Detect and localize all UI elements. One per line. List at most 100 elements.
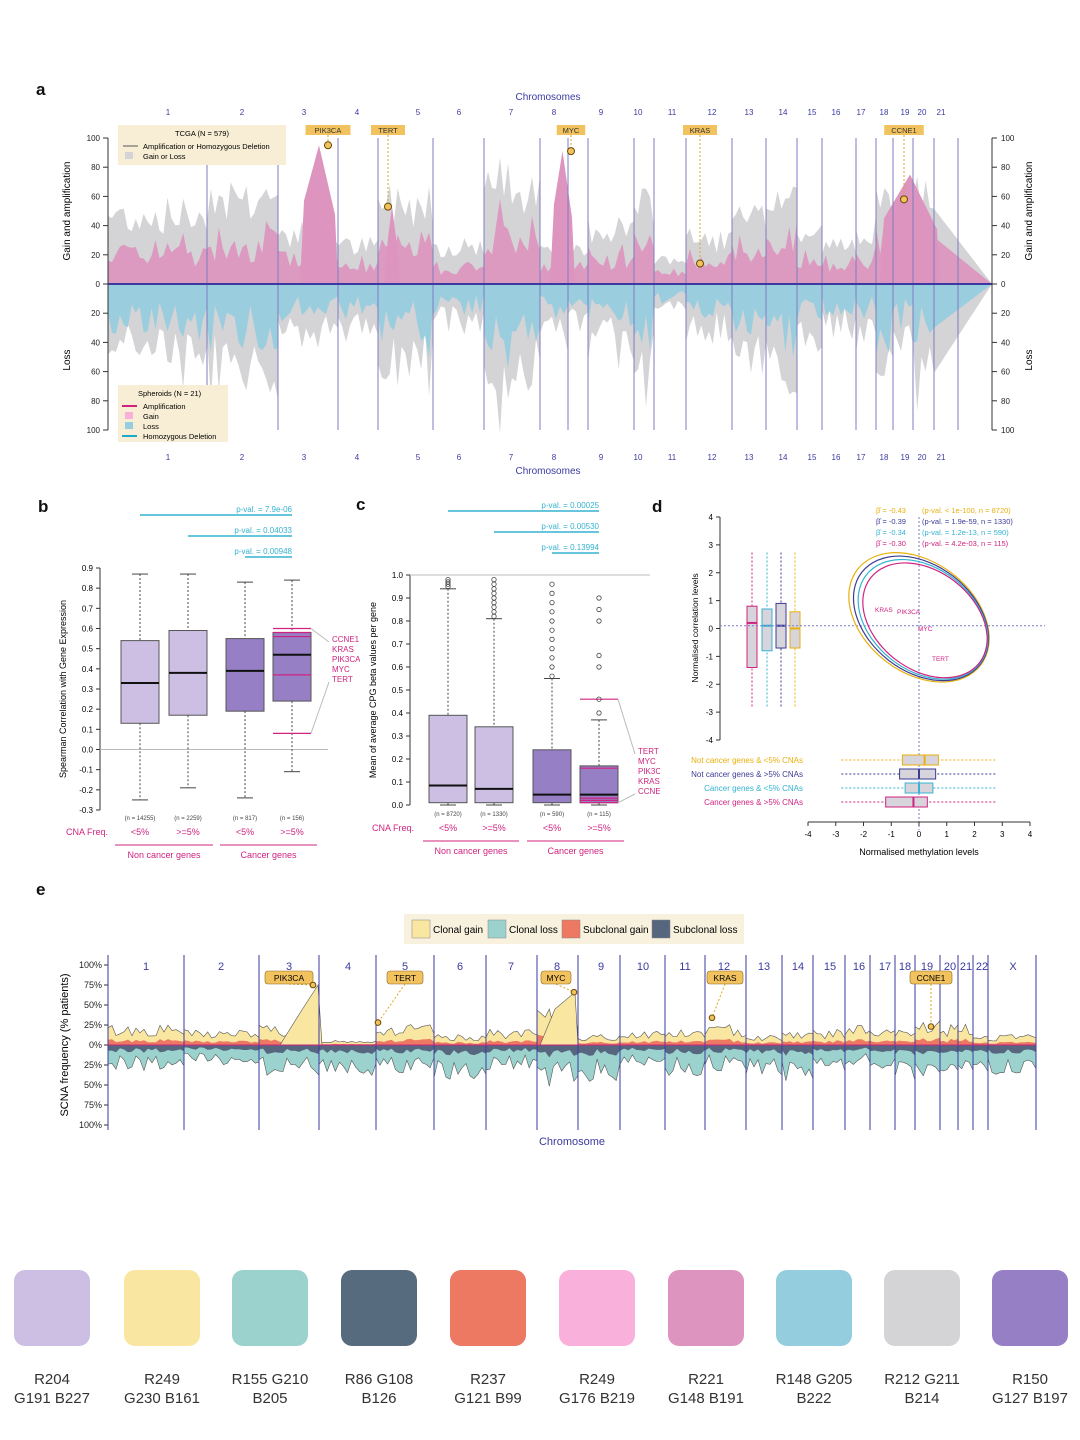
swatch-label-line-2: G121 B99 [454, 1390, 522, 1407]
chromosome-label: 21 [960, 961, 972, 973]
chromosome-label: 15 [808, 108, 817, 117]
gene-tag [683, 125, 717, 135]
pval-label: p-val. = 7.9e-06 [236, 505, 292, 514]
y-tick-label: 0.0 [82, 746, 94, 755]
color-swatch [884, 1270, 960, 1346]
gene-connector [310, 628, 330, 643]
confidence-ellipse [848, 552, 990, 683]
chromosome-label: 16 [832, 108, 841, 117]
y-tick-label: 40 [91, 222, 100, 231]
y-tick-label: 0 [96, 280, 101, 289]
pval-label: p-val. = 0.04033 [234, 526, 292, 535]
outlier-point [596, 664, 602, 670]
x-tick-label: 0 [917, 830, 922, 839]
gain-peak [384, 206, 400, 284]
chromosome-label: 6 [457, 961, 463, 973]
y-tick-label: 0.4 [82, 665, 94, 674]
series-label: Not cancer genes & <5% CNAs [691, 756, 803, 765]
gene-label: TERT [332, 675, 353, 684]
beta-label: β̂ = -0.34 [876, 528, 906, 537]
outlier-point [549, 636, 555, 642]
gene-tag-label: TERT [378, 126, 398, 135]
gene-tag [884, 125, 924, 135]
chromosome-label: 8 [554, 961, 560, 973]
gene-point [708, 1014, 716, 1022]
y-tick-label: 0% [89, 1040, 102, 1050]
gene-tag [305, 125, 351, 135]
group-label: Non cancer genes [127, 850, 201, 860]
box [579, 765, 619, 804]
y-tick-label: 75% [84, 1100, 102, 1110]
color-swatch [14, 1270, 90, 1346]
swatch-label-line-1: R148 G205 [775, 1371, 853, 1388]
n-label: (n = 8720) [434, 812, 462, 818]
color-swatch-label: R249 G230 B161 [102, 1370, 222, 1408]
outlier-point [549, 627, 555, 633]
stat-label: (p-val. = 1.9e-59, n = 1330) [922, 517, 1013, 526]
stat-label: (p-val. = 4.2e-03, n = 115) [922, 539, 1009, 548]
legend-tcga-box [118, 125, 286, 165]
cna-freq-label: <5% [236, 827, 254, 837]
outlier-point [596, 696, 602, 702]
color-swatch [992, 1270, 1068, 1346]
legend-label: Subclonal gain [583, 925, 649, 936]
legend-swatch [487, 919, 507, 939]
gene-point [696, 259, 704, 268]
legend-spheroids-swatch [125, 412, 133, 419]
y-tick-label: 0.6 [392, 663, 404, 672]
swatch-label-line-2: G176 B219 [559, 1390, 635, 1407]
vertical-box [746, 605, 758, 669]
chromosome-label: 18 [899, 961, 911, 973]
y-axis-label: Normalised correlation levels [690, 573, 700, 682]
box [474, 726, 514, 804]
x-axis-label: Normalised methylation levels [859, 847, 979, 857]
pval-label: p-val. = 0.00530 [541, 522, 599, 531]
y-tick-label: 100 [87, 134, 101, 143]
legend-swatch [651, 919, 671, 939]
beta-label: β̂ = -0.30 [876, 539, 906, 548]
panel-b-chart: 0.9 0.8 0.7 0.6 0.5 0.4 0.3 0.2 0.1 0.0 -0.1 -0.2 -0… [58, 505, 360, 860]
swatch-label-line-1: R221 [688, 1371, 724, 1388]
color-swatch-label: R212 G211 B214 [862, 1370, 982, 1408]
y-tick-label: 0 [709, 625, 714, 634]
gene-leader [377, 983, 406, 1023]
legend-spheroids-swatch [125, 422, 133, 429]
chromosome-label: 22 [976, 961, 988, 973]
color-swatch-label: R249 G176 B219 [537, 1370, 657, 1408]
chromosome-label: 17 [879, 961, 891, 973]
group-label: Cancer genes [240, 850, 297, 860]
color-swatch [341, 1270, 417, 1346]
y-tick-label: 3 [709, 541, 714, 550]
chromosome-label: 3 [286, 961, 292, 973]
chromosome-label: 11 [668, 453, 677, 462]
color-swatch-label: R204 G191 B227 [0, 1370, 112, 1408]
chromosome-label: 13 [745, 453, 754, 462]
cna-freq-label: <5% [543, 823, 561, 833]
chromosome-label: 7 [509, 453, 514, 462]
legend-label: Subclonal loss [673, 925, 737, 936]
gene-tag [556, 125, 586, 135]
n-label: (n = 115) [587, 812, 611, 818]
outlier-point [491, 586, 497, 592]
y-tick-label: -4 [706, 736, 714, 745]
color-swatch [559, 1270, 635, 1346]
y-tick-label: 0.3 [82, 685, 94, 694]
gene-point [570, 988, 578, 996]
swatch-label-line-1: R150 [1012, 1371, 1048, 1388]
y-tick-label: 0.1 [392, 778, 404, 787]
gene-tag-label: CCNE1 [891, 126, 916, 135]
y-tick-label: 80 [91, 163, 100, 172]
series-label: Cancer genes & >5% CNAs [704, 798, 803, 807]
chromosome-label: 19 [901, 453, 910, 462]
y-tick-label: 75% [84, 980, 102, 990]
cna-freq-label: >=5% [482, 823, 506, 833]
panel-letter-c: c [356, 495, 366, 514]
outlier-point [596, 606, 602, 613]
gene-tag-label: KRAS [713, 973, 736, 983]
color-swatch-label: R150 G127 B197 [970, 1370, 1080, 1408]
chromosome-label: 20 [918, 453, 927, 462]
group-label: Cancer genes [547, 846, 604, 856]
chromosome-label: 1 [166, 108, 171, 117]
gene-label: PIK3CA [897, 609, 921, 616]
y-axis-label: Mean of average CPG beta values per gene [368, 602, 378, 778]
